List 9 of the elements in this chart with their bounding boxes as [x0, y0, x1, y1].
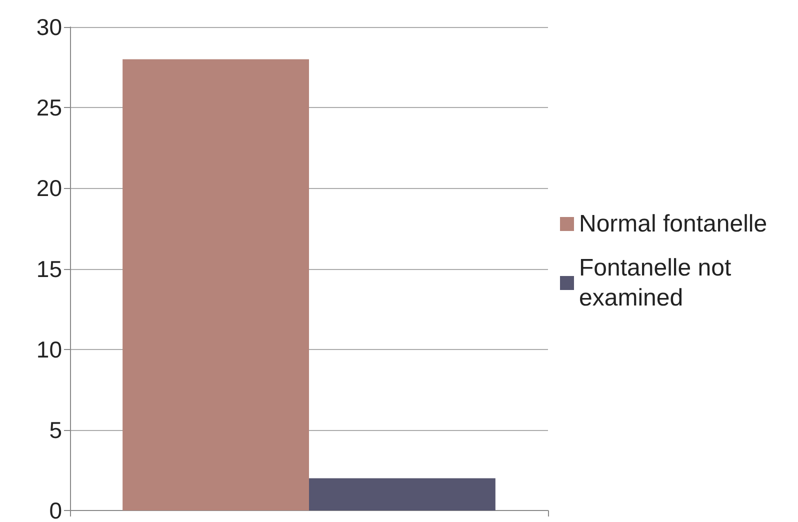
legend-label: Normal fontanelle — [579, 210, 768, 238]
y-tick-label: 25 — [36, 94, 62, 121]
legend-label: Fontanelle not examined — [579, 254, 738, 312]
y-tick-label: 0 — [49, 498, 62, 522]
y-tick-label: 10 — [36, 336, 62, 362]
y-tick-label: 30 — [36, 14, 62, 40]
y-tick-label: 5 — [49, 416, 62, 443]
y-tick-label: 20 — [36, 175, 62, 202]
y-tick-label: 15 — [36, 256, 62, 282]
